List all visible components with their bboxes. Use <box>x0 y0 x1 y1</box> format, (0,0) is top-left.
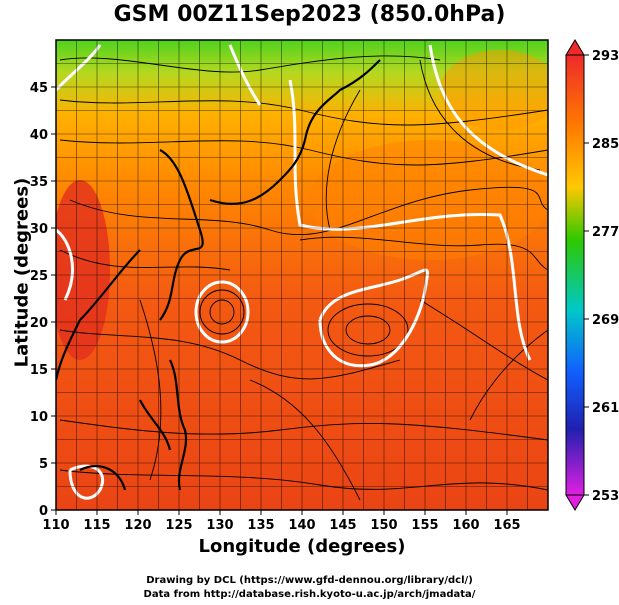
colorbar-tick-label: 293 <box>592 49 619 64</box>
x-tick-label: 150 <box>370 518 397 533</box>
warm-patch <box>440 50 548 130</box>
x-tick-label: 165 <box>493 518 520 533</box>
x-tick-label: 125 <box>165 518 192 533</box>
y-tick-label: 45 <box>30 81 48 96</box>
x-tick-label: 120 <box>124 518 151 533</box>
y-tick-label: 25 <box>30 269 48 284</box>
x-tick-label: 115 <box>83 518 110 533</box>
coastlines <box>56 59 381 491</box>
chart-title: GSM 00Z11Sep2023 (850.0hPa) <box>113 2 506 27</box>
colorbar-bottom-arrow <box>565 494 585 511</box>
colorbar-tick-label: 285 <box>592 137 619 152</box>
y-tick-label: 20 <box>30 316 48 331</box>
x-tick-label: 145 <box>329 518 356 533</box>
colorbar-tick-label: 269 <box>592 313 619 328</box>
y-tick-label: 15 <box>30 363 48 378</box>
y-tick-label: 5 <box>39 457 48 472</box>
y-tick-label: 10 <box>30 410 48 425</box>
colorbar-top-arrow <box>565 39 585 56</box>
x-tick-label: 135 <box>247 518 274 533</box>
x-axis-label: Longitude (degrees) <box>198 536 406 557</box>
x-tick-label: 155 <box>411 518 438 533</box>
credit-drawing: Drawing by DCL (https://www.gfd-dennou.o… <box>146 575 473 586</box>
colorbar-tick-label: 277 <box>592 225 619 240</box>
y-axis: 0 5 10 15 20 25 30 35 40 45 <box>30 81 56 519</box>
colorbar-tick-label: 261 <box>592 401 619 416</box>
y-tick-label: 35 <box>30 175 48 190</box>
x-tick-label: 130 <box>206 518 233 533</box>
y-tick-label: 30 <box>30 222 48 237</box>
y-tick-label: 40 <box>30 128 48 143</box>
credit-data-source: Data from http://database.rish.kyoto-u.a… <box>143 589 476 600</box>
colorbar: 293 285 277 269 261 253 <box>565 39 619 511</box>
y-tick-label: 0 <box>39 504 48 519</box>
x-tick-label: 140 <box>288 518 315 533</box>
wind-streamlines <box>59 55 548 501</box>
lat-lon-grid <box>56 40 548 510</box>
colorbar-tick-label: 253 <box>592 489 619 504</box>
x-tick-label: 110 <box>42 518 69 533</box>
x-axis: 110 115 120 125 130 135 140 145 150 155 160 165 <box>42 510 521 533</box>
y-axis-label: Latitude (degrees) <box>11 177 33 368</box>
x-tick-label: 160 <box>452 518 479 533</box>
warm-patch <box>56 180 110 360</box>
warm-patch <box>310 140 548 260</box>
